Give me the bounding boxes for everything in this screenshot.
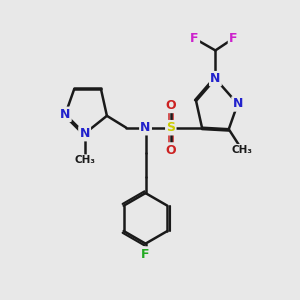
- Text: N: N: [140, 121, 151, 134]
- Text: F: F: [190, 32, 199, 45]
- Text: CH₃: CH₃: [74, 155, 95, 165]
- Text: S: S: [166, 121, 175, 134]
- Text: F: F: [141, 248, 150, 260]
- Text: N: N: [60, 108, 70, 121]
- Text: N: N: [80, 127, 90, 140]
- Text: N: N: [232, 98, 243, 110]
- Text: O: O: [166, 99, 176, 112]
- Text: F: F: [229, 32, 238, 45]
- Text: O: O: [166, 143, 176, 157]
- Text: CH₃: CH₃: [232, 145, 253, 155]
- Text: N: N: [210, 72, 220, 85]
